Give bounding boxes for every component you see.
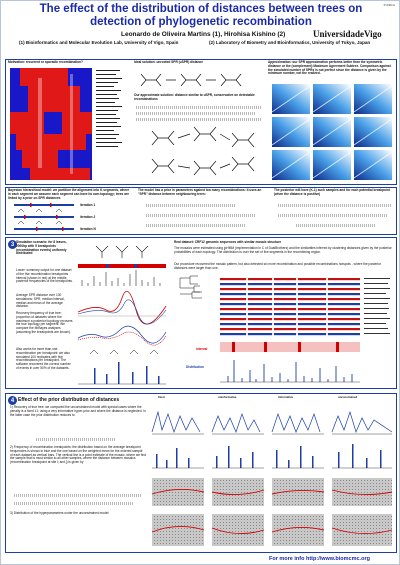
approximation-heatmaps	[271, 84, 393, 180]
column-label-4: unconstrained	[338, 395, 358, 399]
simulation-heading: Simulation scenario: for 8 leaves, 2000b…	[16, 240, 67, 256]
section-badge-4: 4	[8, 396, 17, 405]
interval-label: interval	[196, 347, 208, 351]
poster-id: P-030-G	[383, 3, 395, 7]
footer-prefix: For more info	[269, 556, 305, 562]
footer: For more info http://www.biomcmc.org	[269, 556, 370, 562]
approx-trees-diagram	[151, 126, 255, 176]
simulation-text-d: Also works for more than one recombinati…	[16, 347, 71, 370]
ideal-solution-heading: Ideal solution: unrooted SPR (uSPR) dist…	[134, 60, 204, 64]
column-label-3: informative	[278, 395, 294, 399]
column-label-2: uninformative	[218, 395, 237, 399]
real-dataset-text-a: The mosaics were estimated using jpHMM (…	[174, 246, 392, 254]
authors: Leonardo de Oliveira Martins (1), Hirohi…	[121, 31, 286, 38]
affiliation-2: (2) Laboratory of Biometry and Bioinform…	[209, 40, 371, 45]
university-logo: UniversidadeVigo	[313, 29, 382, 39]
prior-effect-text-2: 2) Frequency of recombination breakpoint…	[10, 445, 147, 465]
prior-effect-text-1: 1) Recovery of true tree: we compared th…	[10, 405, 146, 417]
model-heading: Bayesian hierarchical model: we partitio…	[8, 188, 130, 200]
simulation-text-b: Average SPR distance over 100 simulation…	[16, 293, 65, 309]
panel-prior-effect: 4 Effect of the prior distribution of di…	[5, 393, 397, 553]
title-block: The effect of the distribution of distan…	[1, 3, 400, 29]
section-badge-3: 3	[8, 240, 17, 249]
approx-solution-heading: Our approximate solution: distance simil…	[134, 93, 255, 101]
poster-title-line2: detection of phylogenetic recombination	[90, 16, 312, 28]
column-label-1: fixed	[158, 395, 165, 399]
ideal-trees-diagram	[140, 73, 242, 87]
panel-results: 3 Simulation scenario: for 8 leaves, 200…	[5, 237, 397, 389]
iteration-2-label: iteration 2	[80, 215, 96, 219]
panel-model: Bayesian hierarchical model: we partitio…	[5, 187, 397, 235]
prior-effect-text-3: 3) Distribution of the hyperparameters u…	[10, 511, 110, 515]
footer-url[interactable]: http://www.biomcmc.org	[305, 556, 370, 562]
affiliation-1: (1) Bioinformatics and Molecular Evoluti…	[19, 40, 179, 45]
simulation-text-c: Recovery frequency of true tree: proport…	[16, 311, 73, 334]
panel-motivation: Motivation: recurrent or sporadic recomb…	[5, 59, 397, 185]
motivation-heatmap	[10, 68, 122, 180]
iteration-trees	[14, 203, 74, 231]
real-dataset-figure	[179, 275, 390, 383]
poster-title-line1: The effect of the distribution of distan…	[39, 3, 363, 15]
simulation-text-a: Lower: summary output for one dataset of…	[16, 268, 73, 284]
iteration-n-label: iteration N	[80, 227, 96, 231]
real-dataset-heading: Real dataset: CRF12 genomic sequences wi…	[174, 240, 282, 244]
motivation-heading: Motivation: recurrent or sporadic recomb…	[8, 60, 83, 64]
model-prior-heading: The model has a prior in parameters agai…	[138, 188, 262, 196]
prior-effect-plots	[151, 410, 393, 546]
approximation-heading: Approximation: our SPR approximation per…	[268, 60, 391, 76]
real-dataset-text-b: Our procedure recovered the mosaic patte…	[174, 262, 381, 270]
distribution-label: Distribution	[186, 365, 204, 369]
iteration-1-label: iteration 1	[80, 203, 96, 207]
simulation-plots	[77, 245, 167, 385]
prior-effect-heading: Effect of the prior distribution of dist…	[18, 397, 120, 403]
model-posterior-heading: The posterior will have (K-1) such sampl…	[274, 188, 390, 196]
